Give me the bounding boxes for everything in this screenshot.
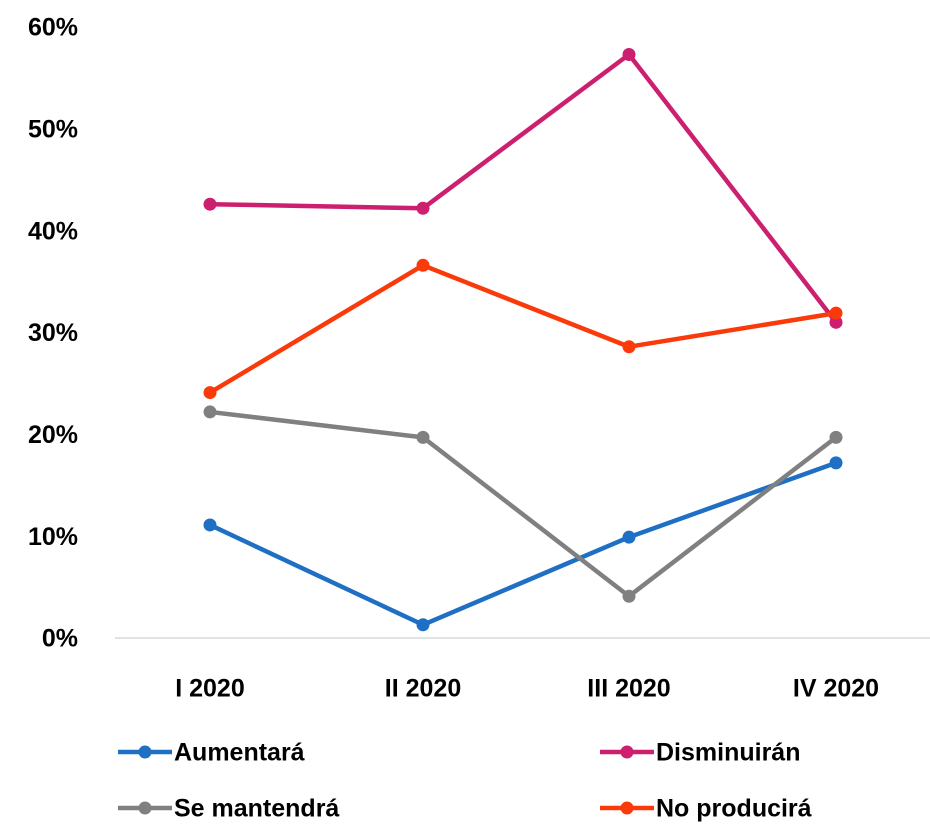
legend-label: Aumentará — [174, 739, 305, 767]
data-point — [622, 47, 636, 61]
data-point — [829, 456, 843, 470]
y-tick-label: 30% — [28, 319, 78, 347]
y-tick-label: 0% — [42, 625, 78, 653]
legend-marker — [138, 745, 152, 759]
legend-label: No producirá — [656, 795, 812, 823]
series-line — [209, 52, 838, 324]
legend-label: Se mantendrá — [174, 795, 339, 823]
data-point — [622, 530, 636, 544]
y-tick-label: 50% — [28, 115, 78, 143]
data-point — [829, 430, 843, 444]
data-point — [829, 315, 843, 329]
y-tick-label: 60% — [28, 14, 78, 42]
data-point — [416, 258, 430, 272]
y-tick-label: 20% — [28, 421, 78, 449]
data-point — [416, 201, 430, 215]
data-point — [203, 518, 217, 532]
data-point — [416, 618, 430, 632]
data-point — [622, 340, 636, 354]
y-tick-label: 10% — [28, 523, 78, 551]
legend-label: Disminuirán — [656, 739, 800, 767]
legend-marker — [138, 801, 152, 815]
data-point — [829, 306, 843, 320]
series-line — [208, 263, 837, 395]
x-tick-label: IV 2020 — [793, 675, 879, 703]
series-line — [209, 409, 838, 599]
data-point — [203, 197, 217, 211]
x-tick-label: III 2020 — [587, 675, 670, 703]
series-line — [209, 460, 837, 628]
data-point — [203, 405, 217, 419]
x-tick-label: I 2020 — [175, 675, 245, 703]
data-point — [622, 589, 636, 603]
y-tick-label: 40% — [28, 217, 78, 245]
data-point — [203, 386, 217, 400]
legend-marker — [620, 745, 634, 759]
x-tick-label: II 2020 — [385, 675, 461, 703]
legend-marker — [620, 801, 634, 815]
data-point — [416, 430, 430, 444]
